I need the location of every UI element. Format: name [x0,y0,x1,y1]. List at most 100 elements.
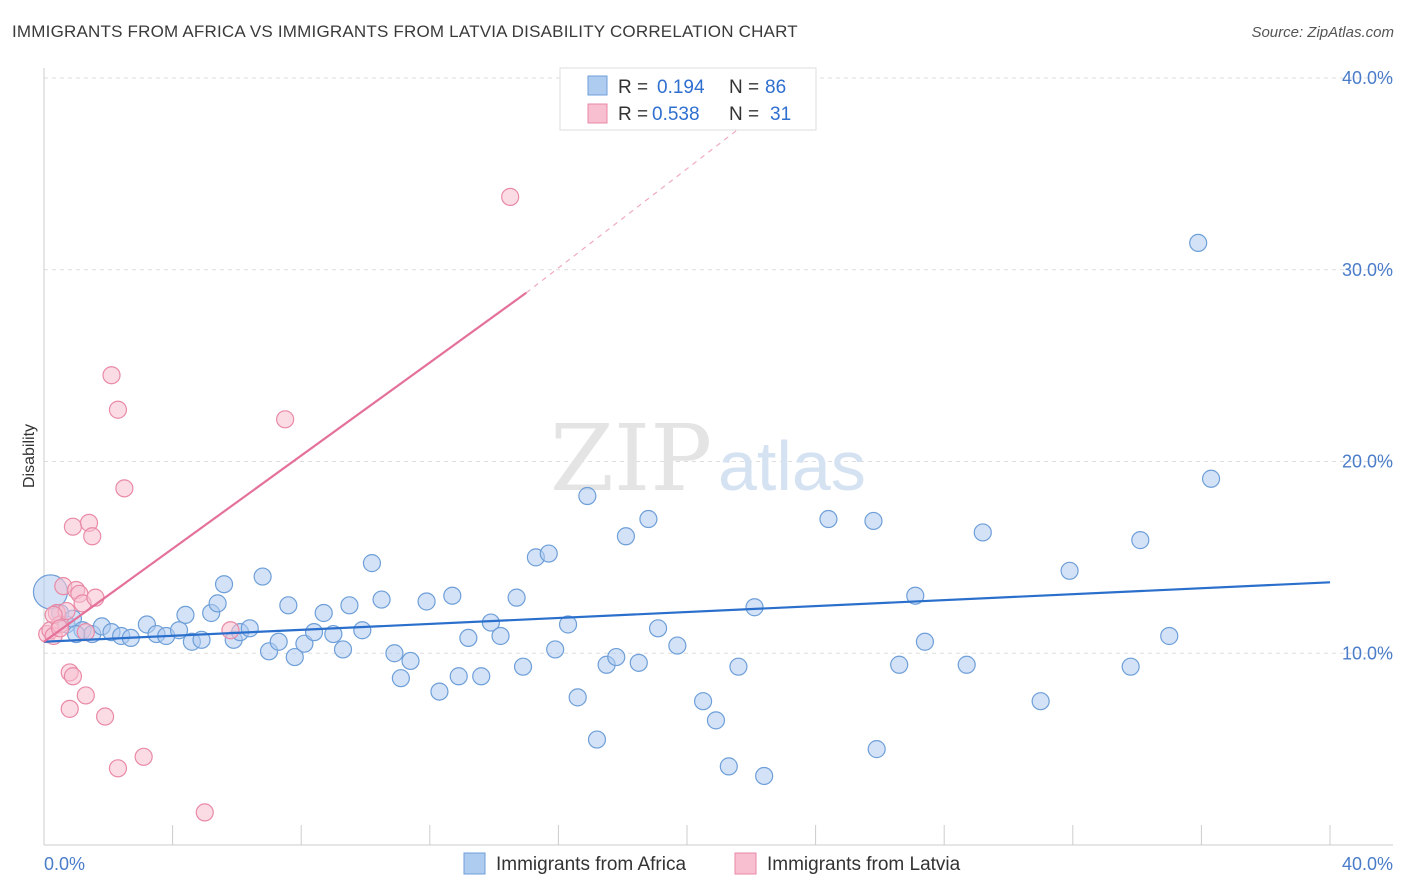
africa-point-48 [507,588,526,607]
y-axis-title: Disability [21,424,38,488]
africa-point-31 [324,624,343,644]
africa-point-81 [1131,531,1150,550]
africa-point-33 [340,596,359,615]
source-note: Source: ZipAtlas.com [1251,24,1394,41]
legend-swatch-latvia [587,103,608,124]
legend-n-label-africa: N = [729,77,759,98]
africa-point-36 [372,590,391,609]
africa-point-29 [304,623,324,642]
africa-point-25 [269,632,288,651]
watermark-zip: ZIP [550,405,712,512]
africa-point-60 [629,653,648,672]
y-tick-label-0: 10.0% [1342,643,1393,663]
legend-n-value-latvia: 31 [770,104,791,125]
legend-n-value-africa: 86 [765,77,786,98]
grid-lines [44,77,1393,654]
y-tick-label-2: 30.0% [1342,260,1393,280]
latvia-trend-line [43,291,527,643]
axes [43,68,1393,846]
africa-point-30 [314,603,333,623]
legend-bottom-swatch-latvia [734,852,757,875]
africa-point-61 [639,509,658,529]
africa-point-56 [587,730,607,749]
africa-point-18 [208,594,227,613]
legend-r-label-africa: R = [618,77,648,98]
legend-r-value-latvia: 0.538 [652,104,700,125]
latvia-point-9 [63,667,83,686]
latvia-point-15 [76,686,95,705]
africa-point-27 [285,647,304,667]
africa-point-80 [1121,657,1140,676]
africa-point-49 [513,657,533,676]
y-tick-label-1: 20.0% [1342,452,1393,472]
latvia-point-17 [83,527,102,546]
africa-point-67 [729,657,748,676]
watermark-atlas: atlas [718,427,866,505]
latvia-point-25 [195,803,214,822]
africa-point-73 [890,655,909,674]
legend-bottom-label-africa: Immigrants from Africa [496,854,686,875]
africa-point-45 [472,667,491,686]
africa-point-76 [957,655,976,674]
africa-point-82 [1160,626,1179,646]
africa-point-66 [719,757,738,776]
africa-point-43 [449,667,468,686]
africa-point-42 [443,586,462,605]
africa-point-41 [430,682,449,701]
trend-lines [43,106,1331,643]
legend-stats: R = 0.194 N = 86 R = 0.538 N = 31 [559,67,817,131]
y-tick-label-3: 40.0% [1342,68,1393,88]
africa-point-79 [1060,561,1079,580]
latvia-point-19 [95,707,115,726]
africa-point-71 [864,511,883,531]
africa-point-44 [459,628,478,648]
legend-bottom-label-latvia: Immigrants from Latvia [767,854,961,875]
africa-point-65 [706,711,726,730]
africa-point-19 [214,575,234,594]
latvia-point-26 [221,621,240,640]
africa-point-74 [906,586,925,605]
africa-point-83 [1189,233,1208,253]
africa-point-14 [176,605,195,625]
africa-point-54 [568,688,587,707]
legend-r-label-latvia: R = [618,104,648,125]
series-latvia-points [38,187,520,822]
latvia-point-22 [108,400,128,419]
africa-point-63 [668,636,687,655]
x-tick-label-min: 0.0% [44,854,85,874]
africa-point-72 [867,740,886,759]
africa-point-77 [973,523,992,542]
africa-point-40 [417,592,436,611]
latvia-point-21 [108,759,128,778]
africa-point-26 [279,596,298,615]
x-tick-labels: 0.0% 40.0% [44,854,1393,874]
africa-point-53 [558,615,578,634]
latvia-point-8 [60,699,79,718]
legend-n-label-latvia: N = [729,104,759,125]
latvia-point-24 [134,747,153,766]
africa-point-35 [362,554,382,573]
legend-bottom-swatch-africa [463,852,486,875]
africa-point-75 [915,632,935,651]
latvia-point-28 [501,187,520,206]
africa-point-78 [1031,692,1050,711]
latvia-point-20 [102,366,121,385]
africa-trend-line [43,581,1331,643]
legend-swatch-africa [587,75,608,96]
africa-point-23 [253,567,272,586]
africa-point-58 [607,647,626,667]
africa-point-84 [1201,469,1221,488]
legend-r-value-africa: 0.194 [657,77,705,98]
chart-title: IMMIGRANTS FROM AFRICA VS IMMIGRANTS FRO… [12,22,798,41]
africa-point-22 [240,619,259,638]
latvia-point-27 [276,410,295,429]
africa-point-52 [546,640,565,659]
africa-point-47 [491,626,510,646]
africa-point-51 [539,544,558,563]
africa-point-32 [333,640,353,659]
africa-point-69 [755,766,774,786]
africa-point-62 [648,619,668,638]
africa-point-39 [401,651,420,671]
watermark: ZIP atlas [550,405,866,512]
